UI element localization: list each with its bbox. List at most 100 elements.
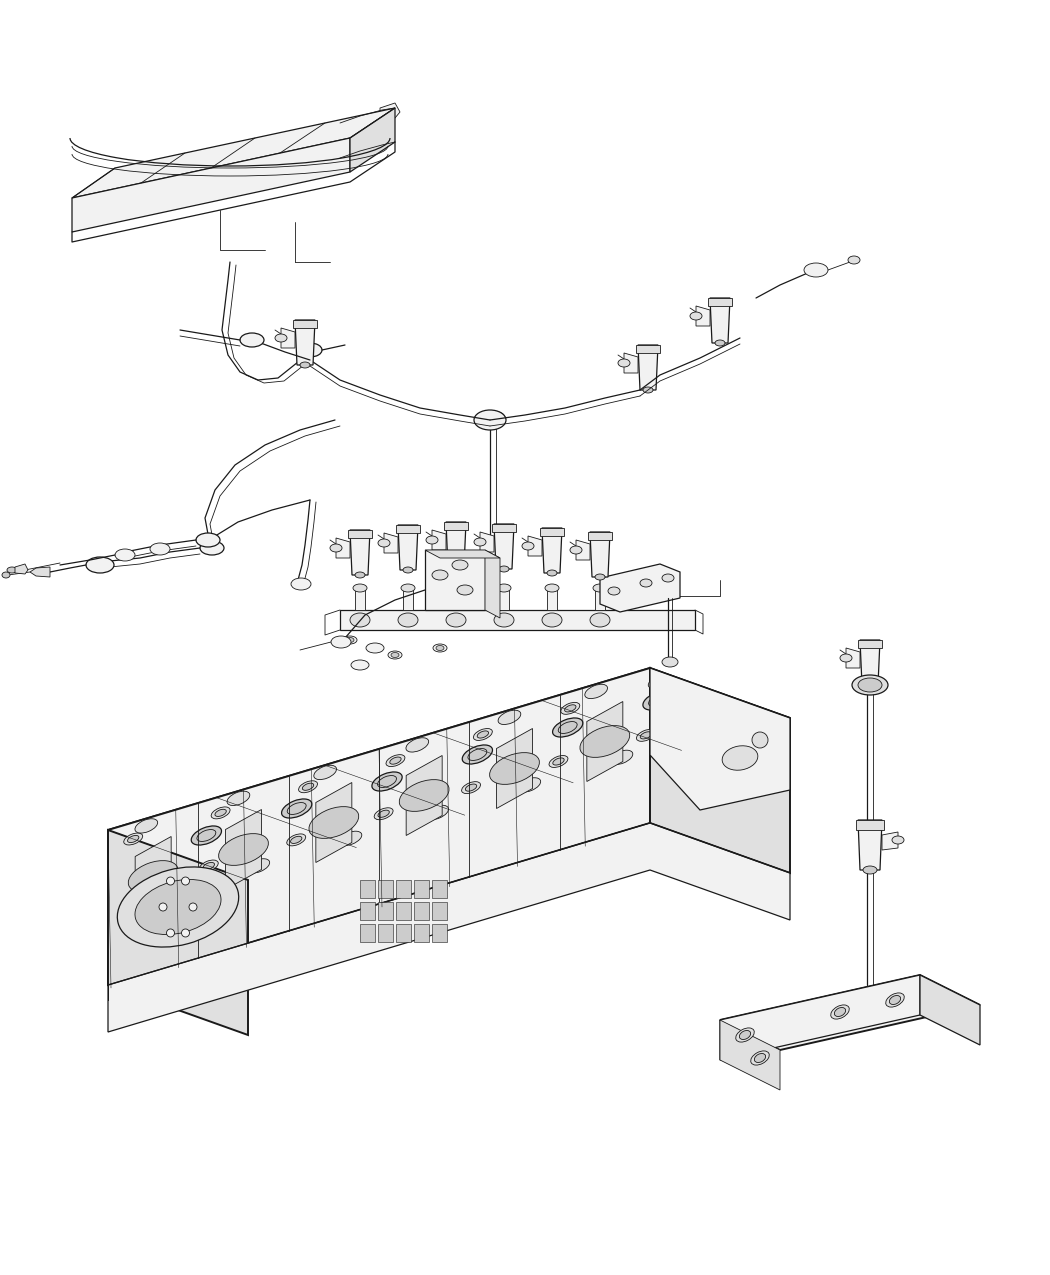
Polygon shape	[350, 530, 370, 575]
Ellipse shape	[343, 636, 357, 644]
Ellipse shape	[457, 585, 472, 595]
Ellipse shape	[191, 826, 222, 845]
Ellipse shape	[518, 778, 541, 792]
Ellipse shape	[7, 567, 17, 572]
Polygon shape	[108, 830, 248, 1035]
Polygon shape	[638, 346, 658, 390]
Ellipse shape	[302, 783, 314, 790]
Ellipse shape	[189, 903, 197, 912]
Polygon shape	[135, 836, 171, 917]
Ellipse shape	[287, 834, 306, 845]
Ellipse shape	[835, 1007, 845, 1016]
Ellipse shape	[154, 163, 196, 184]
Ellipse shape	[649, 695, 668, 706]
Ellipse shape	[432, 570, 448, 580]
Ellipse shape	[372, 771, 402, 790]
Ellipse shape	[281, 799, 312, 819]
Polygon shape	[595, 590, 605, 609]
Ellipse shape	[865, 682, 875, 688]
Ellipse shape	[291, 578, 311, 590]
Ellipse shape	[331, 636, 351, 648]
Ellipse shape	[386, 755, 405, 766]
Ellipse shape	[322, 816, 338, 825]
Polygon shape	[846, 648, 860, 668]
Ellipse shape	[722, 746, 758, 770]
Ellipse shape	[298, 780, 317, 793]
Ellipse shape	[831, 1005, 849, 1019]
Ellipse shape	[127, 835, 139, 843]
Ellipse shape	[449, 584, 463, 592]
Ellipse shape	[590, 613, 610, 627]
Polygon shape	[396, 525, 420, 533]
Ellipse shape	[494, 613, 514, 627]
Ellipse shape	[462, 782, 481, 793]
Ellipse shape	[863, 866, 877, 873]
Polygon shape	[485, 550, 500, 618]
Ellipse shape	[593, 584, 607, 592]
Polygon shape	[380, 103, 400, 122]
Polygon shape	[600, 564, 680, 612]
Polygon shape	[492, 524, 516, 532]
Polygon shape	[882, 833, 898, 850]
Ellipse shape	[751, 1051, 770, 1065]
Ellipse shape	[406, 738, 428, 752]
Ellipse shape	[499, 566, 509, 572]
Ellipse shape	[848, 256, 860, 264]
Polygon shape	[226, 810, 261, 890]
Ellipse shape	[552, 718, 583, 737]
Ellipse shape	[413, 789, 428, 798]
Ellipse shape	[232, 843, 248, 852]
Ellipse shape	[552, 757, 564, 765]
Ellipse shape	[433, 644, 447, 652]
Ellipse shape	[662, 657, 678, 667]
Ellipse shape	[218, 834, 269, 866]
Polygon shape	[444, 521, 468, 530]
Ellipse shape	[200, 541, 224, 555]
Ellipse shape	[436, 645, 444, 650]
Polygon shape	[708, 298, 732, 306]
Polygon shape	[432, 880, 447, 898]
Ellipse shape	[159, 903, 167, 912]
Polygon shape	[378, 924, 393, 942]
Polygon shape	[396, 901, 411, 921]
Ellipse shape	[197, 830, 216, 842]
Ellipse shape	[135, 880, 222, 935]
Polygon shape	[414, 880, 429, 898]
Ellipse shape	[399, 779, 449, 811]
Ellipse shape	[426, 536, 438, 544]
Ellipse shape	[652, 678, 664, 686]
Polygon shape	[406, 756, 442, 835]
Polygon shape	[403, 590, 413, 609]
Ellipse shape	[468, 748, 487, 760]
Ellipse shape	[391, 653, 399, 658]
Ellipse shape	[690, 312, 702, 320]
Ellipse shape	[752, 732, 768, 748]
Ellipse shape	[401, 584, 415, 592]
Ellipse shape	[547, 570, 557, 576]
Polygon shape	[528, 536, 542, 556]
Ellipse shape	[353, 584, 367, 592]
Polygon shape	[108, 668, 650, 986]
Polygon shape	[336, 538, 350, 558]
Ellipse shape	[636, 729, 655, 741]
Polygon shape	[446, 521, 466, 567]
Ellipse shape	[374, 808, 393, 820]
Ellipse shape	[330, 544, 342, 552]
Ellipse shape	[215, 810, 227, 816]
Ellipse shape	[498, 710, 521, 724]
Ellipse shape	[728, 705, 739, 713]
Polygon shape	[30, 567, 50, 578]
Ellipse shape	[378, 539, 390, 547]
Ellipse shape	[211, 807, 230, 819]
Ellipse shape	[446, 613, 466, 627]
Ellipse shape	[288, 802, 307, 815]
Ellipse shape	[355, 572, 365, 578]
Ellipse shape	[388, 652, 402, 659]
Ellipse shape	[561, 703, 580, 714]
Ellipse shape	[351, 660, 369, 669]
Polygon shape	[497, 728, 532, 808]
Ellipse shape	[585, 685, 608, 699]
Ellipse shape	[275, 334, 287, 342]
Ellipse shape	[339, 831, 362, 845]
Polygon shape	[398, 525, 418, 570]
